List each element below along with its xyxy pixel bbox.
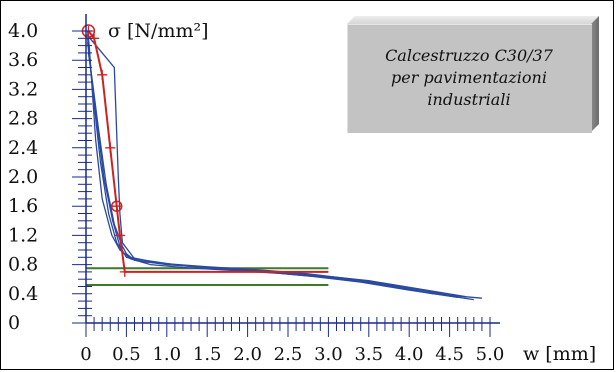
y-tick-label: 0.4 bbox=[8, 283, 38, 305]
mean-curve-marker bbox=[114, 230, 125, 241]
mean-curve-marker bbox=[105, 142, 116, 153]
series-line-3 bbox=[87, 52, 458, 299]
y-tick-label: 1.2 bbox=[8, 224, 38, 246]
y-tick-label: 2.4 bbox=[8, 137, 38, 159]
series-line-5 bbox=[86, 34, 466, 298]
y-tick-label: 4.0 bbox=[8, 20, 38, 42]
x-tick-label: 3.5 bbox=[354, 344, 383, 365]
y-tick-label: 2.8 bbox=[8, 108, 38, 130]
y-tick-label: 0 bbox=[8, 312, 20, 334]
y-tick-label: 3.6 bbox=[8, 49, 38, 71]
x-axis-title: w [mm] bbox=[523, 343, 596, 365]
x-tick-label: 4.5 bbox=[435, 344, 464, 365]
x-tick-label: 2.5 bbox=[274, 344, 303, 365]
knee-circle-marker bbox=[110, 200, 123, 212]
annotation-text: Calcestruzzo C30/37 per pavimentazioni i… bbox=[385, 46, 553, 109]
x-tick-label: 5.0 bbox=[476, 344, 505, 365]
x-tick-label: 3.0 bbox=[314, 344, 343, 365]
mean-curve-line bbox=[87, 30, 329, 273]
y-tick-label: 1.6 bbox=[8, 195, 38, 217]
mean-curve-marker bbox=[119, 266, 130, 277]
mean-curve-marker bbox=[111, 201, 122, 212]
mean-curve-marker bbox=[97, 69, 108, 80]
annotation-box: Calcestruzzo C30/37 per pavimentazioni i… bbox=[347, 16, 599, 133]
y-tick-label: 2.0 bbox=[8, 166, 38, 188]
x-tick-label: 0 bbox=[80, 344, 91, 365]
x-tick-label: 4.0 bbox=[395, 344, 424, 365]
x-tick-label: 1.0 bbox=[152, 344, 181, 365]
y-axis-title: σ [N/mm²] bbox=[108, 20, 209, 42]
y-tick-label: 3.2 bbox=[8, 78, 38, 100]
x-tick-label: 2.0 bbox=[233, 344, 262, 365]
x-tick-label: 1.5 bbox=[193, 344, 222, 365]
x-tick-label: 0.5 bbox=[112, 344, 141, 365]
y-tick-label: 0.8 bbox=[8, 254, 38, 276]
